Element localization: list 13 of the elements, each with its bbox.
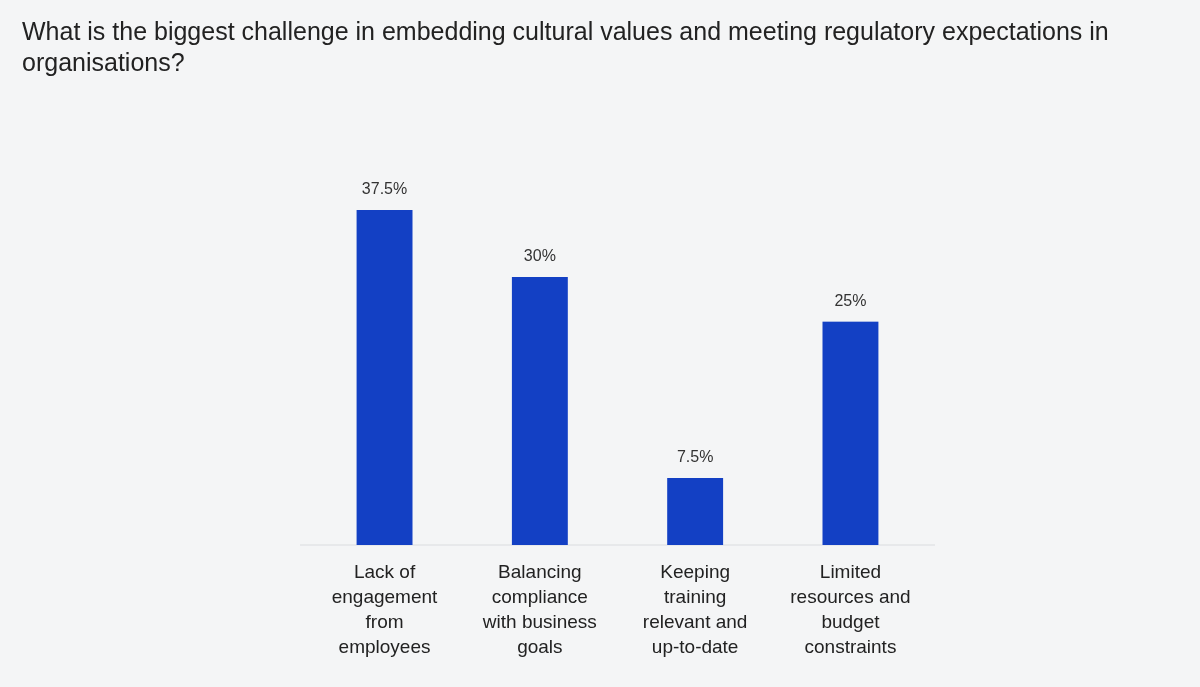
- data-label: 7.5%: [676, 448, 714, 465]
- bar: [356, 210, 413, 545]
- bar: [822, 321, 879, 545]
- x-tick-label: Keeping training relevant and up-to-date: [642, 561, 748, 657]
- x-tick-label: Lack of engagement from employees: [331, 561, 439, 657]
- chart-title: What is the biggest challenge in embedding cultural values and meeting regulatory expectations in organisations?: [22, 17, 1109, 76]
- bar: [511, 277, 568, 545]
- bar: [667, 478, 724, 545]
- data-label: 25%: [834, 291, 867, 309]
- data-label: 30%: [523, 247, 556, 264]
- x-tick-label: Balancing compliance with business goals: [481, 561, 597, 657]
- data-label: 37.5%: [361, 180, 408, 197]
- x-tick-label: Limited resources and budget constraints: [790, 561, 911, 657]
